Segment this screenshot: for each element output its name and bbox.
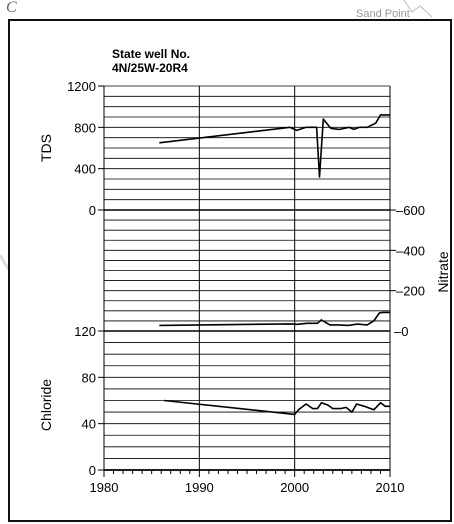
chart-labels: State well No. 4N/25W-20R4 TDS Nitrate C… [38,47,451,495]
tds-tick-label: 400 [74,162,96,177]
tds-tick-label: 0 [89,203,96,218]
chart-grid [103,85,391,471]
water-quality-chart: State well No. 4N/25W-20R4 TDS Nitrate C… [38,47,451,495]
tds-series-line [159,114,390,178]
background-map-line [403,0,433,18]
chart-frame: State well No. 4N/25W-20R4 TDS Nitrate C… [8,19,452,522]
nitrate-tick-label: –200 [396,284,425,299]
chloride-tick-label: 0 [89,463,96,478]
tds-tick-label: 800 [74,120,96,135]
nitrate-tick-label: –600 [396,203,425,218]
nitrate-tick-label: –0 [394,324,408,339]
x-tick-label: 1990 [185,480,214,495]
x-tick-label: 1980 [90,480,119,495]
x-tick-label: 2000 [280,480,309,495]
chart-axes [98,85,396,477]
place-name-label: Sand Point [356,8,410,20]
chloride-tick-label: 120 [74,324,96,339]
nitrate-tick-label: –400 [396,243,425,258]
tds-tick-label: 1200 [67,79,96,94]
nitrate-series-line [159,311,390,327]
chloride-axis-label: Chloride [38,379,54,431]
chloride-tick-label: 40 [82,417,96,432]
chart-series [159,114,390,416]
tds-axis-label: TDS [38,134,54,162]
chart-title-line-2: 4N/25W-20R4 [112,61,188,75]
corner-letter: C [6,0,17,16]
chloride-tick-label: 80 [82,370,96,385]
chart-title-line-1: State well No. [112,47,190,61]
chloride-series-line [164,399,390,416]
x-tick-label: 2010 [376,480,405,495]
nitrate-axis-label: Nitrate [435,251,451,292]
